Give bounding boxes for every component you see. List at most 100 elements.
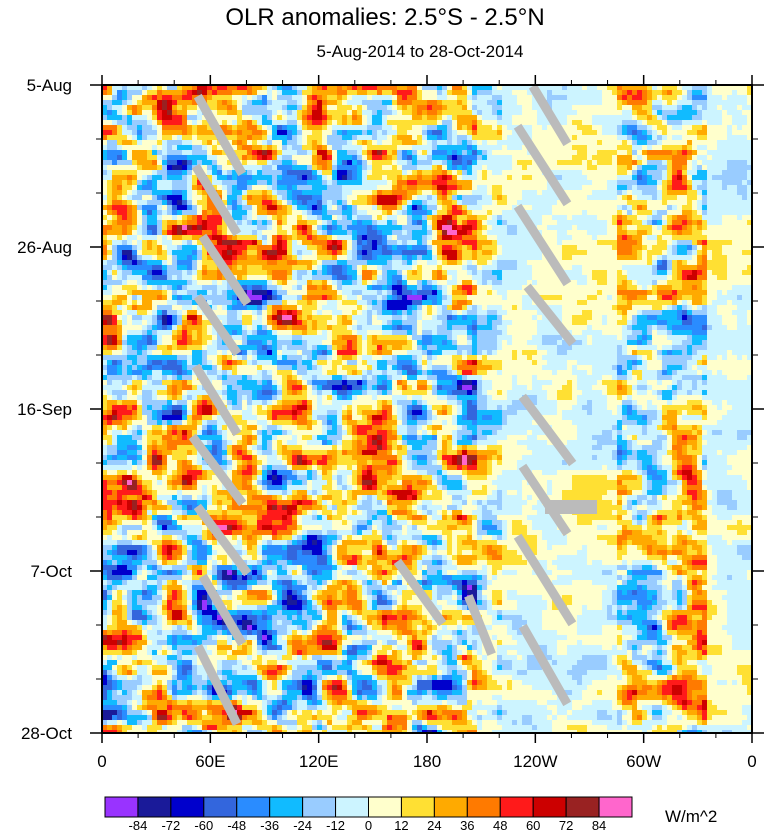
field-cell xyxy=(192,235,197,240)
field-cell xyxy=(472,175,477,180)
field-cell xyxy=(537,180,542,185)
field-cell xyxy=(387,200,392,205)
field-cell xyxy=(692,235,697,240)
field-cell xyxy=(612,180,617,185)
field-cell xyxy=(247,100,252,105)
field-cell xyxy=(587,195,592,200)
field-cell xyxy=(387,185,392,190)
field-cell xyxy=(667,175,672,180)
field-cell xyxy=(272,220,277,225)
field-cell xyxy=(152,255,157,260)
field-cell xyxy=(437,170,442,175)
field-cell xyxy=(157,125,162,130)
field-cell xyxy=(147,140,152,145)
field-cell xyxy=(462,165,467,170)
field-cell xyxy=(652,95,657,100)
field-cell xyxy=(412,115,417,120)
field-cell xyxy=(142,140,147,145)
field-cell xyxy=(217,190,222,195)
field-cell xyxy=(407,240,412,245)
field-cell xyxy=(402,270,407,275)
field-cell xyxy=(447,175,452,180)
field-cell xyxy=(297,155,302,160)
field-cell xyxy=(592,230,597,235)
field-cell xyxy=(592,265,597,270)
field-cell xyxy=(372,140,377,145)
field-cell xyxy=(527,190,532,195)
field-cell xyxy=(517,260,522,265)
field-cell xyxy=(337,230,342,235)
field-cell xyxy=(447,165,452,170)
field-cell xyxy=(307,105,312,110)
field-cell xyxy=(627,150,632,155)
field-cell xyxy=(542,125,547,130)
field-cell xyxy=(232,190,237,195)
field-cell xyxy=(267,165,272,170)
field-cell xyxy=(447,100,452,105)
field-cell xyxy=(532,195,537,200)
field-cell xyxy=(557,260,562,265)
field-cell xyxy=(702,140,707,145)
field-cell xyxy=(207,135,212,140)
field-cell xyxy=(512,180,517,185)
field-cell xyxy=(582,255,587,260)
field-cell xyxy=(667,155,672,160)
field-cell xyxy=(532,245,537,250)
field-cell xyxy=(637,90,642,95)
field-cell xyxy=(282,255,287,260)
field-cell xyxy=(677,190,682,195)
field-cell xyxy=(317,170,322,175)
field-cell xyxy=(277,215,282,220)
field-cell xyxy=(262,105,267,110)
field-cell xyxy=(352,150,357,155)
field-cell xyxy=(422,165,427,170)
field-cell xyxy=(117,150,122,155)
field-cell xyxy=(107,140,112,145)
field-cell xyxy=(347,235,352,240)
field-cell xyxy=(342,270,347,275)
field-cell xyxy=(682,175,687,180)
field-cell xyxy=(372,120,377,125)
field-cell xyxy=(267,140,272,145)
field-cell xyxy=(482,155,487,160)
field-cell xyxy=(292,200,297,205)
field-cell xyxy=(147,235,152,240)
field-cell xyxy=(177,240,182,245)
field-cell xyxy=(722,170,727,175)
field-cell xyxy=(382,175,387,180)
field-cell xyxy=(172,235,177,240)
field-cell xyxy=(367,105,372,110)
field-cell xyxy=(332,125,337,130)
field-cell xyxy=(567,115,572,120)
field-cell xyxy=(312,190,317,195)
field-cell xyxy=(222,180,227,185)
field-cell xyxy=(217,180,222,185)
field-cell xyxy=(342,115,347,120)
field-cell xyxy=(557,205,562,210)
field-cell xyxy=(317,265,322,270)
field-cell xyxy=(412,135,417,140)
field-cell xyxy=(172,120,177,125)
field-cell xyxy=(612,155,617,160)
field-cell xyxy=(582,140,587,145)
field-cell xyxy=(662,120,667,125)
field-cell xyxy=(622,160,627,165)
field-cell xyxy=(397,145,402,150)
field-cell xyxy=(307,255,312,260)
field-cell xyxy=(457,195,462,200)
field-cell xyxy=(582,215,587,220)
field-cell xyxy=(417,210,422,215)
field-cell xyxy=(192,225,197,230)
field-cell xyxy=(577,105,582,110)
field-cell xyxy=(487,170,492,175)
field-cell xyxy=(157,100,162,105)
field-cell xyxy=(152,230,157,235)
field-cell xyxy=(522,240,527,245)
field-cell xyxy=(522,180,527,185)
field-cell xyxy=(437,180,442,185)
field-cell xyxy=(517,225,522,230)
field-cell xyxy=(217,85,222,90)
field-cell xyxy=(122,245,127,250)
field-cell xyxy=(242,90,247,95)
field-cell xyxy=(647,260,652,265)
